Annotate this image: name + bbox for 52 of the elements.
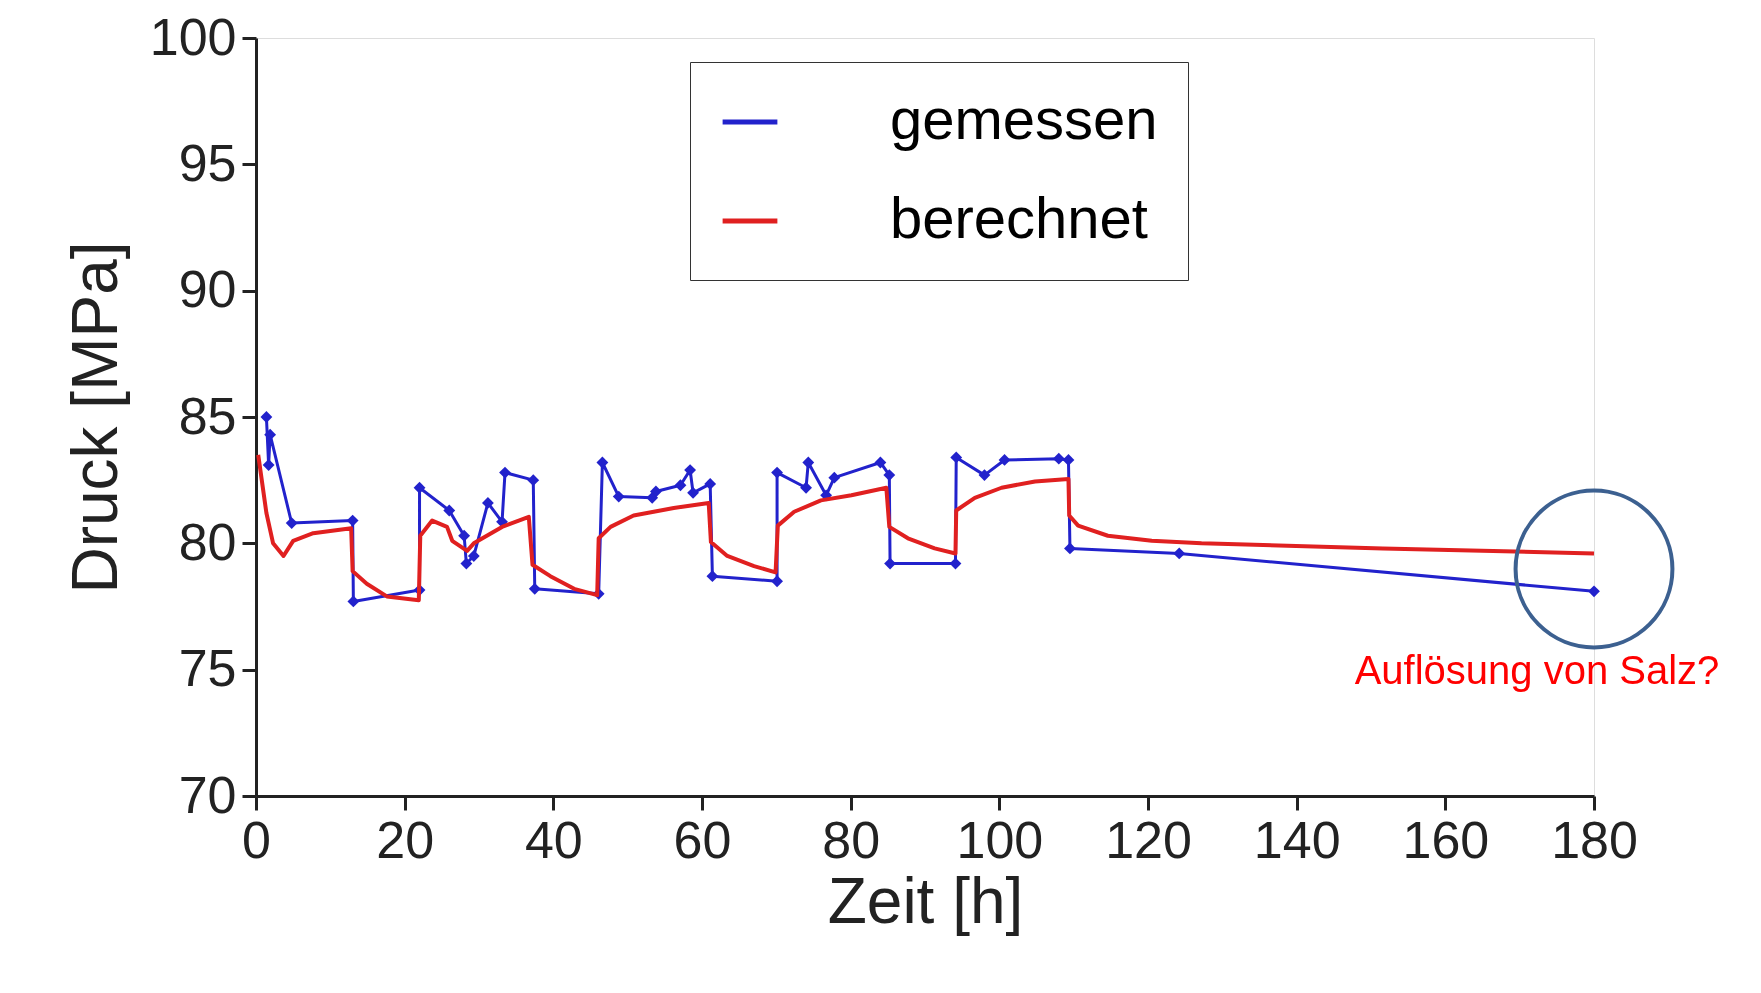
- point: [460, 557, 473, 570]
- point: [1064, 542, 1076, 555]
- y-tick-label: 85: [178, 386, 237, 445]
- x-tick-label: 40: [524, 810, 583, 869]
- point: [704, 478, 717, 490]
- y-tick-label: 90: [178, 260, 237, 319]
- annotation: Auflösung von Salz?: [1354, 648, 1720, 692]
- point: [1173, 547, 1186, 560]
- y-tick-label: 95: [178, 133, 237, 192]
- point: [771, 466, 783, 479]
- point: [285, 517, 298, 530]
- point: [262, 459, 275, 471]
- point: [347, 595, 360, 608]
- y-tick-label: 75: [178, 639, 237, 698]
- point: [771, 575, 783, 588]
- x-tick-label: 140: [1253, 810, 1341, 869]
- point: [467, 550, 480, 562]
- x-tick-label: 0: [242, 810, 271, 869]
- point: [684, 464, 697, 476]
- point: [998, 454, 1011, 466]
- point: [413, 481, 426, 494]
- point: [828, 471, 841, 484]
- point: [674, 479, 687, 492]
- point: [978, 469, 991, 482]
- point: [443, 504, 456, 517]
- x-tick-label: 160: [1402, 810, 1490, 869]
- legend-label: berechnet: [890, 185, 1148, 250]
- y-tick-label: 70: [178, 765, 237, 824]
- y-tick-label: 80: [178, 512, 237, 571]
- point: [706, 570, 719, 583]
- legend-label: gemessen: [890, 86, 1158, 151]
- y-axis-title: Druck [MPa]: [58, 241, 131, 594]
- line-series: [256, 452, 1596, 603]
- x-tick-label: 120: [1105, 810, 1192, 869]
- point: [482, 496, 494, 509]
- point: [1588, 585, 1600, 598]
- point: [1052, 452, 1065, 465]
- point: [260, 411, 273, 423]
- y-tick-label: 100: [149, 7, 237, 66]
- point: [950, 451, 963, 464]
- point: [612, 490, 625, 503]
- point: [687, 486, 699, 499]
- x-tick-label: 20: [376, 810, 435, 869]
- point: [458, 529, 471, 542]
- point: [650, 485, 662, 498]
- point: [1062, 454, 1075, 466]
- point: [874, 456, 887, 469]
- point: [499, 466, 511, 479]
- point: [346, 514, 359, 527]
- x-tick-label: 180: [1551, 810, 1638, 869]
- point: [884, 557, 896, 570]
- x-tick-label: 60: [673, 810, 732, 869]
